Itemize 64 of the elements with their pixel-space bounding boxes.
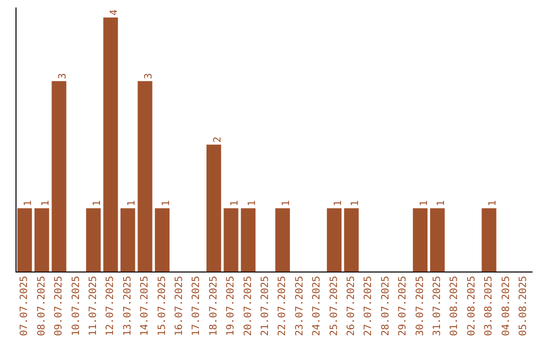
data-label: 3 — [58, 73, 69, 80]
x-tick-label: 23.07.2025 — [294, 276, 306, 336]
x-tick-label: 13.07.2025 — [122, 276, 134, 336]
data-label: 1 — [350, 200, 361, 206]
data-label: 1 — [40, 200, 52, 206]
bar — [412, 208, 428, 272]
x-tick-label: 21.07.2025 — [260, 276, 271, 336]
bar — [275, 208, 290, 272]
bar — [206, 144, 222, 272]
x-tick-label: 09.07.2025 — [54, 276, 65, 336]
data-label: 3 — [144, 73, 155, 80]
x-tick-label: 27.07.2025 — [363, 276, 374, 336]
bar — [430, 208, 445, 272]
bar — [326, 208, 342, 272]
x-tick-label: 02.08.2025 — [466, 276, 478, 336]
data-label: 1 — [332, 200, 344, 206]
data-label: 1 — [281, 200, 292, 206]
bar — [482, 208, 496, 272]
x-tick-label: 15.07.2025 — [156, 276, 168, 336]
x-tick-label: 22.07.2025 — [277, 276, 288, 336]
x-tick-label: 26.07.2025 — [346, 276, 357, 336]
bar — [344, 208, 359, 272]
x-tick-label: 16.07.2025 — [174, 276, 185, 336]
bar — [120, 208, 136, 272]
x-tick-label: 19.07.2025 — [226, 276, 237, 336]
x-tick-label: 14.07.2025 — [140, 276, 151, 336]
data-label: 4 — [109, 10, 120, 16]
x-tick-label: 18.07.2025 — [208, 276, 220, 336]
x-tick-label: 29.07.2025 — [398, 276, 409, 336]
x-tick-label: 11.07.2025 — [88, 276, 99, 336]
bar — [224, 208, 238, 272]
bar — [17, 208, 32, 272]
x-tick-label: 20.07.2025 — [242, 276, 254, 336]
data-label: 1 — [126, 200, 138, 206]
x-tick-label: 30.07.2025 — [414, 276, 426, 336]
x-tick-label: 10.07.2025 — [70, 276, 82, 336]
bar — [52, 81, 66, 272]
data-label: 1 — [230, 200, 241, 206]
bar — [138, 81, 152, 272]
data-label: 2 — [212, 136, 224, 143]
bar — [86, 208, 101, 272]
x-tick-label: 24.07.2025 — [312, 276, 323, 336]
x-tick-label: 12.07.2025 — [105, 276, 116, 336]
bar — [240, 208, 256, 272]
bar — [103, 18, 118, 272]
x-tick-label: 04.08.2025 — [500, 276, 512, 336]
data-label: 1 — [160, 200, 172, 206]
data-label: 1 — [246, 200, 258, 206]
data-label: 1 — [92, 200, 103, 206]
x-tick-label: 01.08.2025 — [449, 276, 460, 336]
x-tick-label: 28.07.2025 — [380, 276, 392, 336]
x-tick-label: 08.07.2025 — [36, 276, 48, 336]
x-tick-label: 31.07.2025 — [432, 276, 443, 336]
data-label: 1 — [488, 200, 499, 206]
x-tick-label: 17.07.2025 — [191, 276, 202, 336]
data-label: 1 — [23, 200, 34, 206]
x-tick-label: 03.08.2025 — [484, 276, 495, 336]
data-label: 1 — [418, 200, 430, 206]
x-tick-label: 25.07.2025 — [328, 276, 340, 336]
x-tick-label: 05.08.2025 — [518, 276, 529, 336]
bar — [154, 208, 170, 272]
data-label: 1 — [436, 200, 447, 206]
bar — [34, 208, 50, 272]
x-tick-label: 07.07.2025 — [19, 276, 30, 336]
